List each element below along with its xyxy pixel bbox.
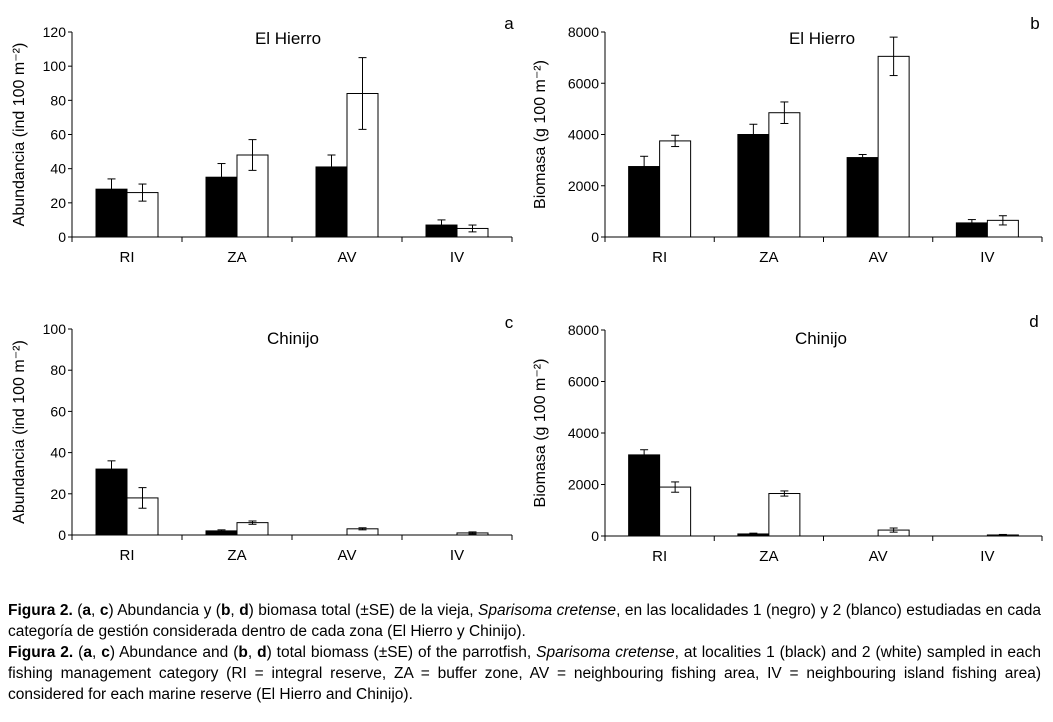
y-tick-label: 100 <box>43 58 67 74</box>
y-tick-label: 40 <box>50 445 66 461</box>
x-category-label: RI <box>652 548 667 565</box>
chart-panel-a: 0 20 40 60 80 100 120 RI ZA AV IV El Hierro a Abundan… <box>11 14 514 266</box>
bar-b-AV-loc1 <box>846 157 879 238</box>
bar-c-RI-loc1 <box>95 468 128 536</box>
x-category-label: IV <box>450 547 464 564</box>
y-tick-label: 4000 <box>568 425 599 441</box>
x-category-label: RI <box>120 547 135 564</box>
y-tick-label: 8000 <box>568 24 599 40</box>
chart-panel-d: 0 2000 4000 6000 8000 RI ZA AV IV Chinijo d Biomasa… <box>532 312 1043 565</box>
bar-b-ZA-loc1 <box>737 134 770 238</box>
bar-d-RI-loc1 <box>628 454 661 537</box>
y-tick-label: 6000 <box>568 75 599 91</box>
panel-letter: b <box>1030 14 1039 33</box>
x-category-label: ZA <box>227 249 246 266</box>
caption-en-figure-label: Figura 2. <box>8 644 74 661</box>
bar-d-RI-loc2 <box>659 486 692 537</box>
y-tick-label: 0 <box>591 229 599 245</box>
x-category-label: AV <box>869 548 888 565</box>
caption-spanish: Figura 2. (a, c) Abundancia y (b, d) bio… <box>8 602 1041 640</box>
chart-title: Chinijo <box>267 329 319 348</box>
bar-b-AV-loc2 <box>877 55 910 238</box>
panel-letter: c <box>505 313 514 332</box>
bar-a-RI-loc2 <box>126 192 159 238</box>
y-tick-label: 2000 <box>568 477 599 493</box>
caption-english: Figura 2. (a, c) Abundance and (b, d) to… <box>8 644 1042 703</box>
x-category-label: IV <box>450 249 464 266</box>
y-tick-label: 4000 <box>568 127 599 143</box>
y-tick-label: 120 <box>43 24 67 40</box>
y-tick-label: 40 <box>50 161 66 177</box>
y-tick-label: 2000 <box>568 178 599 194</box>
y-tick-label: 20 <box>50 195 66 211</box>
x-category-label: ZA <box>759 249 778 266</box>
chart-title: Chinijo <box>795 329 847 348</box>
x-category-label: ZA <box>227 547 246 564</box>
caption-en-species: Sparisoma cretense <box>536 644 675 661</box>
bar-b-RI-loc2 <box>659 140 692 238</box>
chart-panel-b: 0 2000 4000 6000 8000 RI ZA AV IV El Hierro b Bioma… <box>532 14 1043 266</box>
x-category-label: AV <box>338 249 357 266</box>
y-axis-label: Biomasa (g 100 m⁻²) <box>532 60 549 209</box>
caption-es-figure-label: Figura 2. <box>8 602 73 619</box>
y-tick-label: 0 <box>58 527 66 543</box>
bar-b-ZA-loc2 <box>768 112 801 238</box>
panel-letter: a <box>504 14 514 33</box>
y-tick-label: 8000 <box>568 322 599 338</box>
chart-title: El Hierro <box>789 29 855 48</box>
y-tick-label: 0 <box>591 528 599 544</box>
x-category-label: AV <box>869 249 888 266</box>
y-tick-label: 100 <box>43 321 67 337</box>
x-category-label: ZA <box>759 548 778 565</box>
bar-d-ZA-loc2 <box>768 493 801 537</box>
y-axis-label: Abundancia (ind 100 m⁻²) <box>11 43 28 227</box>
y-tick-label: 0 <box>58 229 66 245</box>
y-tick-label: 80 <box>50 92 66 108</box>
x-category-label: RI <box>120 249 135 266</box>
chart-title: El Hierro <box>255 29 321 48</box>
figure-panels: 0 20 40 60 80 100 120 RI ZA AV IV El Hierro a Abundan… <box>11 14 1043 565</box>
chart-panel-c: 0 20 40 60 80 100 RI ZA AV IV Chinijo c Abundancia (… <box>11 313 514 564</box>
y-tick-label: 20 <box>50 486 66 502</box>
caption-es-species: Sparisoma cretense <box>478 602 617 619</box>
figure-caption: Figura 2. (a, c) Abundancia y (b, d) bio… <box>8 600 1041 705</box>
y-tick-label: 80 <box>50 362 66 378</box>
y-tick-label: 6000 <box>568 374 599 390</box>
bar-b-RI-loc1 <box>628 166 661 238</box>
x-category-label: IV <box>980 249 994 266</box>
y-tick-label: 60 <box>50 403 66 419</box>
x-category-label: IV <box>980 548 994 565</box>
y-axis-label: Biomasa (g 100 m⁻²) <box>532 359 549 508</box>
x-category-label: RI <box>652 249 667 266</box>
y-axis-label: Abundancia (ind 100 m⁻²) <box>11 340 28 524</box>
panel-letter: d <box>1029 312 1038 331</box>
x-category-label: AV <box>338 547 357 564</box>
y-tick-label: 60 <box>50 127 66 143</box>
